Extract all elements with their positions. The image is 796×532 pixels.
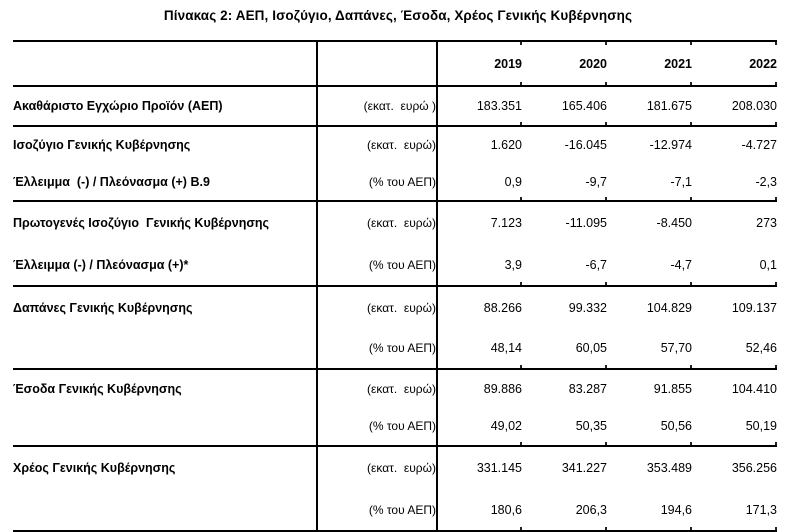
value-cell: 50,56 [607, 407, 692, 447]
unit-cell: (εκατ. ευρώ) [317, 446, 438, 489]
value-cell: 91.855 [653, 381, 692, 396]
unit-cell: (εκατ. ευρώ) [317, 201, 438, 244]
year-header: 2021 [607, 41, 692, 87]
value-cell: -7,1 [607, 163, 692, 202]
row-label [13, 407, 318, 447]
value-cell: -12.974 [649, 138, 692, 152]
value-cell: -16.045 [564, 138, 607, 152]
value-cell: 60,05 [522, 328, 607, 370]
value-cell: -4,7 [607, 244, 692, 287]
unit-cell: (% του ΑΕΠ) [317, 407, 438, 447]
value-cell: 88.266 [483, 300, 522, 315]
value-cell: 49,02 [437, 407, 522, 447]
value-cell: 194,6 [607, 489, 692, 532]
value-cell: 48,14 [437, 328, 522, 370]
value-cell: 3,9 [437, 244, 522, 287]
unit-cell: (% του ΑΕΠ) [317, 244, 438, 287]
row-label: Χρέος Γενικής Κυβέρνησης [13, 446, 318, 489]
year-header-row: 2019 2020 2021 2022 [13, 41, 777, 87]
value-cell: 52,46 [692, 328, 777, 370]
value-cell: -2,3 [692, 163, 777, 202]
unit-cell: (εκατ. ευρώ) [317, 126, 438, 163]
value-cell: 0,9 [437, 163, 522, 202]
unit-cell: (% του ΑΕΠ) [317, 328, 438, 370]
value-cell: 89.886 [483, 381, 522, 396]
value-cell: 57,70 [607, 328, 692, 370]
table-title: Πίνακας 2: ΑΕΠ, Ισοζύγιο, Δαπάνες, Έσοδα… [163, 8, 633, 23]
value-cell: -11.095 [565, 216, 607, 230]
year-header: 2022 [692, 41, 777, 87]
value-cell: 206,3 [522, 489, 607, 532]
value-cell: 104.410 [731, 381, 777, 396]
row-label [13, 489, 318, 532]
table-row: (% του ΑΕΠ) 180,6 206,3 194,6 171,3 [13, 489, 777, 532]
value-cell: 7.123 [490, 216, 522, 230]
value-cell: 208.030 [692, 86, 777, 127]
general-government-stats-table: 2019 2020 2021 2022 Ακαθάριστο Εγχώριο Π… [13, 40, 777, 532]
year-header: 2019 [437, 41, 522, 87]
row-label: Έλλειμμα (-) / Πλεόνασμα (+) B.9 [13, 163, 318, 202]
value-cell: 356.256 [731, 461, 777, 475]
value-cell: 341.227 [561, 461, 607, 475]
table-row: Έλλειμμα (-) / Πλεόνασμα (+) B.9 (% του … [13, 163, 777, 202]
row-label: Ισοζύγιο Γενικής Κυβέρνησης [13, 126, 318, 163]
value-cell: 109.137 [731, 300, 777, 315]
row-label: Ακαθάριστο Εγχώριο Προϊόν (ΑΕΠ) [13, 86, 318, 127]
table-row: Πρωτογενές Ισοζύγιο Γενικής Κυβέρνησης (… [13, 201, 777, 244]
value-cell: 104.829 [646, 300, 692, 315]
value-cell: 331.145 [476, 461, 522, 475]
value-cell: -9,7 [522, 163, 607, 202]
unit-cell: (% του ΑΕΠ) [317, 163, 438, 202]
unit-cell: (εκατ. ευρώ) [317, 369, 438, 407]
value-cell: 171,3 [692, 489, 777, 532]
value-cell: 1.620 [490, 138, 522, 152]
unit-cell: (% του ΑΕΠ) [317, 489, 438, 532]
row-label: Έσοδα Γενικής Κυβέρνησης [13, 369, 318, 407]
value-cell: 181.675 [607, 86, 692, 127]
table-row: Χρέος Γενικής Κυβέρνησης (εκατ. ευρώ) 33… [13, 446, 777, 489]
unit-header-empty [317, 41, 438, 87]
value-cell: 353.489 [646, 461, 692, 475]
row-label: Έλλειμμα (-) / Πλεόνασμα (+)* [13, 244, 318, 287]
value-cell: -4.727 [741, 138, 777, 152]
unit-cell: (εκατ. ευρώ) [317, 286, 438, 328]
value-cell: 50,19 [692, 407, 777, 447]
unit-cell: (εκατ. ευρώ ) [317, 86, 438, 127]
row-label: Πρωτογενές Ισοζύγιο Γενικής Κυβέρνησης [13, 201, 318, 244]
table-row: Ακαθάριστο Εγχώριο Προϊόν (ΑΕΠ) (εκατ. ε… [13, 86, 777, 127]
value-cell: 50,35 [522, 407, 607, 447]
value-cell: 83.287 [568, 381, 607, 396]
value-cell: 183.351 [437, 86, 522, 127]
label-header-empty [13, 41, 318, 87]
value-cell: 99.332 [568, 300, 607, 315]
table-row: (% του ΑΕΠ) 48,14 60,05 57,70 52,46 [13, 328, 777, 370]
table-row: Έλλειμμα (-) / Πλεόνασμα (+)* (% του ΑΕΠ… [13, 244, 777, 287]
year-header: 2020 [522, 41, 607, 87]
value-cell: 165.406 [522, 86, 607, 127]
value-cell: 0,1 [692, 244, 777, 287]
table-row: Ισοζύγιο Γενικής Κυβέρνησης (εκατ. ευρώ)… [13, 126, 777, 163]
table-row: Δαπάνες Γενικής Κυβέρνησης (εκατ. ευρώ) … [13, 286, 777, 328]
row-label [13, 328, 318, 370]
value-cell: -6,7 [522, 244, 607, 287]
value-cell: 180,6 [437, 489, 522, 532]
table-row: Έσοδα Γενικής Κυβέρνησης (εκατ. ευρώ) 89… [13, 369, 777, 407]
value-cell: -8.450 [656, 216, 692, 230]
table-row: (% του ΑΕΠ) 49,02 50,35 50,56 50,19 [13, 407, 777, 447]
value-cell: 273 [756, 216, 777, 230]
row-label: Δαπάνες Γενικής Κυβέρνησης [13, 286, 318, 328]
